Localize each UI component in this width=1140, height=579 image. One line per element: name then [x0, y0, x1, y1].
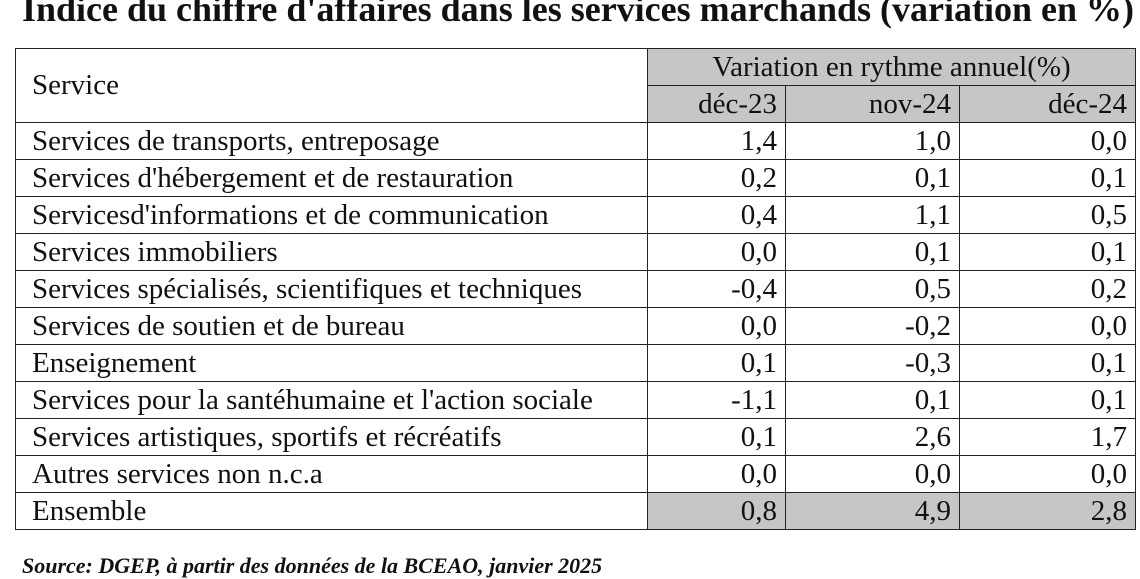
value-cell: 0,0 [647, 233, 786, 271]
table-title: Indice du chiffre d'affaires dans les se… [22, 0, 1134, 29]
header-row-periods: déc-23 nov-24 déc-24 [16, 85, 1137, 123]
table-row: Servicesd'informations et de communicati… [15, 196, 1137, 234]
value-cell: 0,2 [647, 159, 786, 197]
value-cell: 0,4 [647, 196, 786, 234]
total-row: Ensemble 0,8 4,9 2,8 [15, 492, 1137, 530]
table-row: Enseignement 0,1 -0,3 0,1 [15, 344, 1137, 382]
total-value-cell: 0,8 [647, 492, 786, 530]
header-period-nov-24: nov-24 [785, 85, 960, 123]
table-row: Services de soutien et de bureau 0,0 -0,2 0… [15, 307, 1137, 345]
service-name-cell: Services de transports, entreposage [15, 122, 648, 160]
value-cell: 0,1 [958, 159, 1137, 197]
value-cell: 1,7 [958, 418, 1137, 456]
service-name-cell: Autres services non n.c.a [15, 455, 648, 493]
header-period-dec-24: déc-24 [958, 85, 1137, 123]
service-name-cell: Services pour la santéhumaine et l'actio… [15, 381, 648, 419]
value-cell: 0,1 [958, 344, 1137, 382]
table-row: Services de transports, entreposage 1,4 1,… [15, 122, 1137, 160]
value-cell: 0,1 [647, 418, 786, 456]
value-cell: 0,0 [785, 455, 960, 493]
header-period-dec-23: déc-23 [647, 85, 786, 123]
table-row: Autres services non n.c.a 0,0 0,0 0,0 [15, 455, 1137, 493]
value-cell: 0,2 [958, 270, 1137, 308]
service-name-cell: Services artistiques, sportifs et récréa… [15, 418, 648, 456]
table-row: Services spécialisés, scientifiques et t… [15, 270, 1137, 308]
value-cell: 0,1 [785, 233, 960, 271]
value-cell: -0,4 [647, 270, 786, 308]
header-variation-band: Variation en rythme annuel(%) [646, 48, 1137, 86]
header-service: Service [15, 48, 648, 123]
value-cell: 0,5 [958, 196, 1137, 234]
value-cell: 0,1 [647, 344, 786, 382]
value-cell: 1,0 [785, 122, 960, 160]
service-name-cell: Enseignement [15, 344, 648, 382]
table-row: Services artistiques, sportifs et récréa… [15, 418, 1137, 456]
value-cell: 0,1 [785, 381, 960, 419]
value-cell: 0,0 [958, 122, 1137, 160]
service-name-cell: Services d'hébergement et de restauratio… [15, 159, 648, 197]
value-cell: 1,1 [785, 196, 960, 234]
table-row: Services immobiliers 0,0 0,1 0,1 [15, 233, 1137, 271]
value-cell: 0,1 [958, 381, 1137, 419]
header-row-top: Service Variation en rythme annuel(%) [15, 48, 1137, 123]
service-name-cell: Services spécialisés, scientifiques et t… [15, 270, 648, 308]
value-cell: 0,0 [958, 455, 1137, 493]
value-cell: 0,1 [958, 233, 1137, 271]
value-cell: 1,4 [647, 122, 786, 160]
value-cell: -0,3 [785, 344, 960, 382]
value-cell: 2,6 [785, 418, 960, 456]
value-cell: 0,5 [785, 270, 960, 308]
service-name-cell: Services immobiliers [15, 233, 648, 271]
value-cell: -1,1 [647, 381, 786, 419]
total-label: Ensemble [15, 492, 648, 530]
total-value-cell: 2,8 [958, 492, 1137, 530]
service-name-cell: Servicesd'informations et de communicati… [15, 196, 648, 234]
table-body: Service Variation en rythme annuel(%) dé… [15, 48, 1137, 530]
value-cell: 0,0 [958, 307, 1137, 345]
table-row: Services pour la santéhumaine et l'actio… [15, 381, 1137, 419]
services-table: Service Variation en rythme annuel(%) dé… [15, 48, 1137, 530]
total-value-cell: 4,9 [785, 492, 960, 530]
value-cell: 0,0 [647, 455, 786, 493]
value-cell: 0,0 [647, 307, 786, 345]
table-row: Services d'hébergement et de restauratio… [15, 159, 1137, 197]
value-cell: 0,1 [785, 159, 960, 197]
service-name-cell: Services de soutien et de bureau [15, 307, 648, 345]
source-note: Source: DGEP, à partir des données de la… [22, 553, 603, 578]
value-cell: -0,2 [785, 307, 960, 345]
